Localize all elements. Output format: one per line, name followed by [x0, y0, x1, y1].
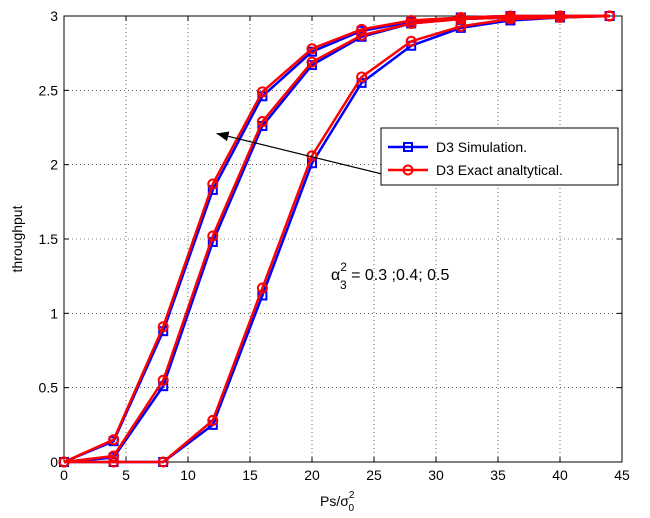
annotation-group: α2 3 = 0.3 ;0.4; 0.5: [216, 131, 449, 292]
x-tick-label: 35: [490, 467, 506, 483]
x-axis-label-sub: 0: [348, 503, 354, 514]
x-tick-label: 0: [60, 467, 68, 483]
x-axis-label-main: Ps/σ: [320, 493, 349, 509]
data-point-circle: [157, 456, 169, 468]
data-point-circle: [604, 10, 616, 22]
y-tick-label: 1: [50, 305, 58, 321]
data-point-circle: [554, 11, 566, 23]
series-line: [63, 14, 610, 464]
data-point-circle: [108, 450, 120, 462]
plot-frame: [63, 15, 623, 463]
data-point-circle: [455, 20, 467, 32]
data-point-circle: [108, 434, 120, 446]
data-point-circle: [356, 23, 368, 35]
x-axis-label: Ps/σ2 0: [320, 490, 355, 514]
y-tick-label: 3: [50, 8, 58, 24]
x-tick-label: 10: [180, 467, 196, 483]
data-point-circle: [256, 86, 268, 98]
data-point-circle: [157, 321, 169, 333]
annotation-sup: 2: [340, 260, 347, 274]
x-tick-label: 20: [304, 467, 320, 483]
data-point-circle: [504, 13, 516, 25]
y-tick-label: 2: [50, 157, 58, 173]
legend-label-analytical: D3 Exact analtytical.: [436, 162, 563, 178]
legend-entry-simulation: D3 Simulation.: [388, 139, 527, 155]
annotation-alpha: α: [331, 267, 340, 284]
series-analytical-curve-3: [58, 10, 616, 468]
y-axis-label: throughput: [9, 205, 25, 272]
data-point-circle: [405, 35, 417, 47]
x-tick-label: 5: [122, 467, 130, 483]
x-tick-label: 30: [428, 467, 444, 483]
series-line: [64, 14, 610, 464]
annotation-values: = 0.3 ;0.4; 0.5: [347, 267, 450, 284]
data-point-circle: [108, 456, 120, 468]
data-point-circle: [207, 230, 219, 242]
annotation-text: α2 3 = 0.3 ;0.4; 0.5: [331, 260, 449, 292]
x-tick-label: 45: [614, 467, 630, 483]
data-point-circle: [306, 43, 318, 55]
legend-marker-analytical: [402, 164, 414, 176]
annotation-sub: 3: [340, 278, 347, 292]
x-tick-label: 15: [242, 467, 258, 483]
data-point-circle: [356, 71, 368, 83]
grid-lines: [64, 16, 622, 462]
x-tick-label: 25: [366, 467, 382, 483]
y-tick-label: 1.5: [39, 231, 59, 247]
data-point-circle: [405, 17, 417, 29]
y-tick-label: 0.5: [39, 380, 59, 396]
y-tick-label: 2.5: [39, 82, 59, 98]
data-point-circle: [207, 178, 219, 190]
data-point-circle: [256, 282, 268, 294]
legend-box: [380, 127, 619, 186]
x-axis-label-sup: 2: [349, 490, 355, 501]
axis-ticks: 0 5 10 15 20 25 30 35 40 45 0 0.5 1 1.5 2 2.5 3: [39, 8, 630, 483]
annotation-arrow-head: [216, 131, 230, 142]
legend-entry-analytical: D3 Exact analtytical.: [388, 162, 563, 178]
data-point-circle: [207, 414, 219, 426]
legend: D3 Simulation. D3 Exact analtytical.: [380, 127, 619, 186]
legend-label-simulation: D3 Simulation.: [436, 139, 527, 155]
x-tick-label: 40: [552, 467, 568, 483]
data-point-circle: [306, 56, 318, 68]
data-point-circle: [256, 116, 268, 128]
data-point-circle: [455, 13, 467, 25]
series-group: [58, 10, 616, 468]
data-point-circle: [157, 374, 169, 386]
data-point-circle: [58, 456, 70, 468]
annotation-arrow: [216, 132, 393, 178]
data-point-circle: [356, 29, 368, 41]
legend-marker-simulation: [403, 142, 413, 152]
y-tick-label: 0: [50, 454, 58, 470]
